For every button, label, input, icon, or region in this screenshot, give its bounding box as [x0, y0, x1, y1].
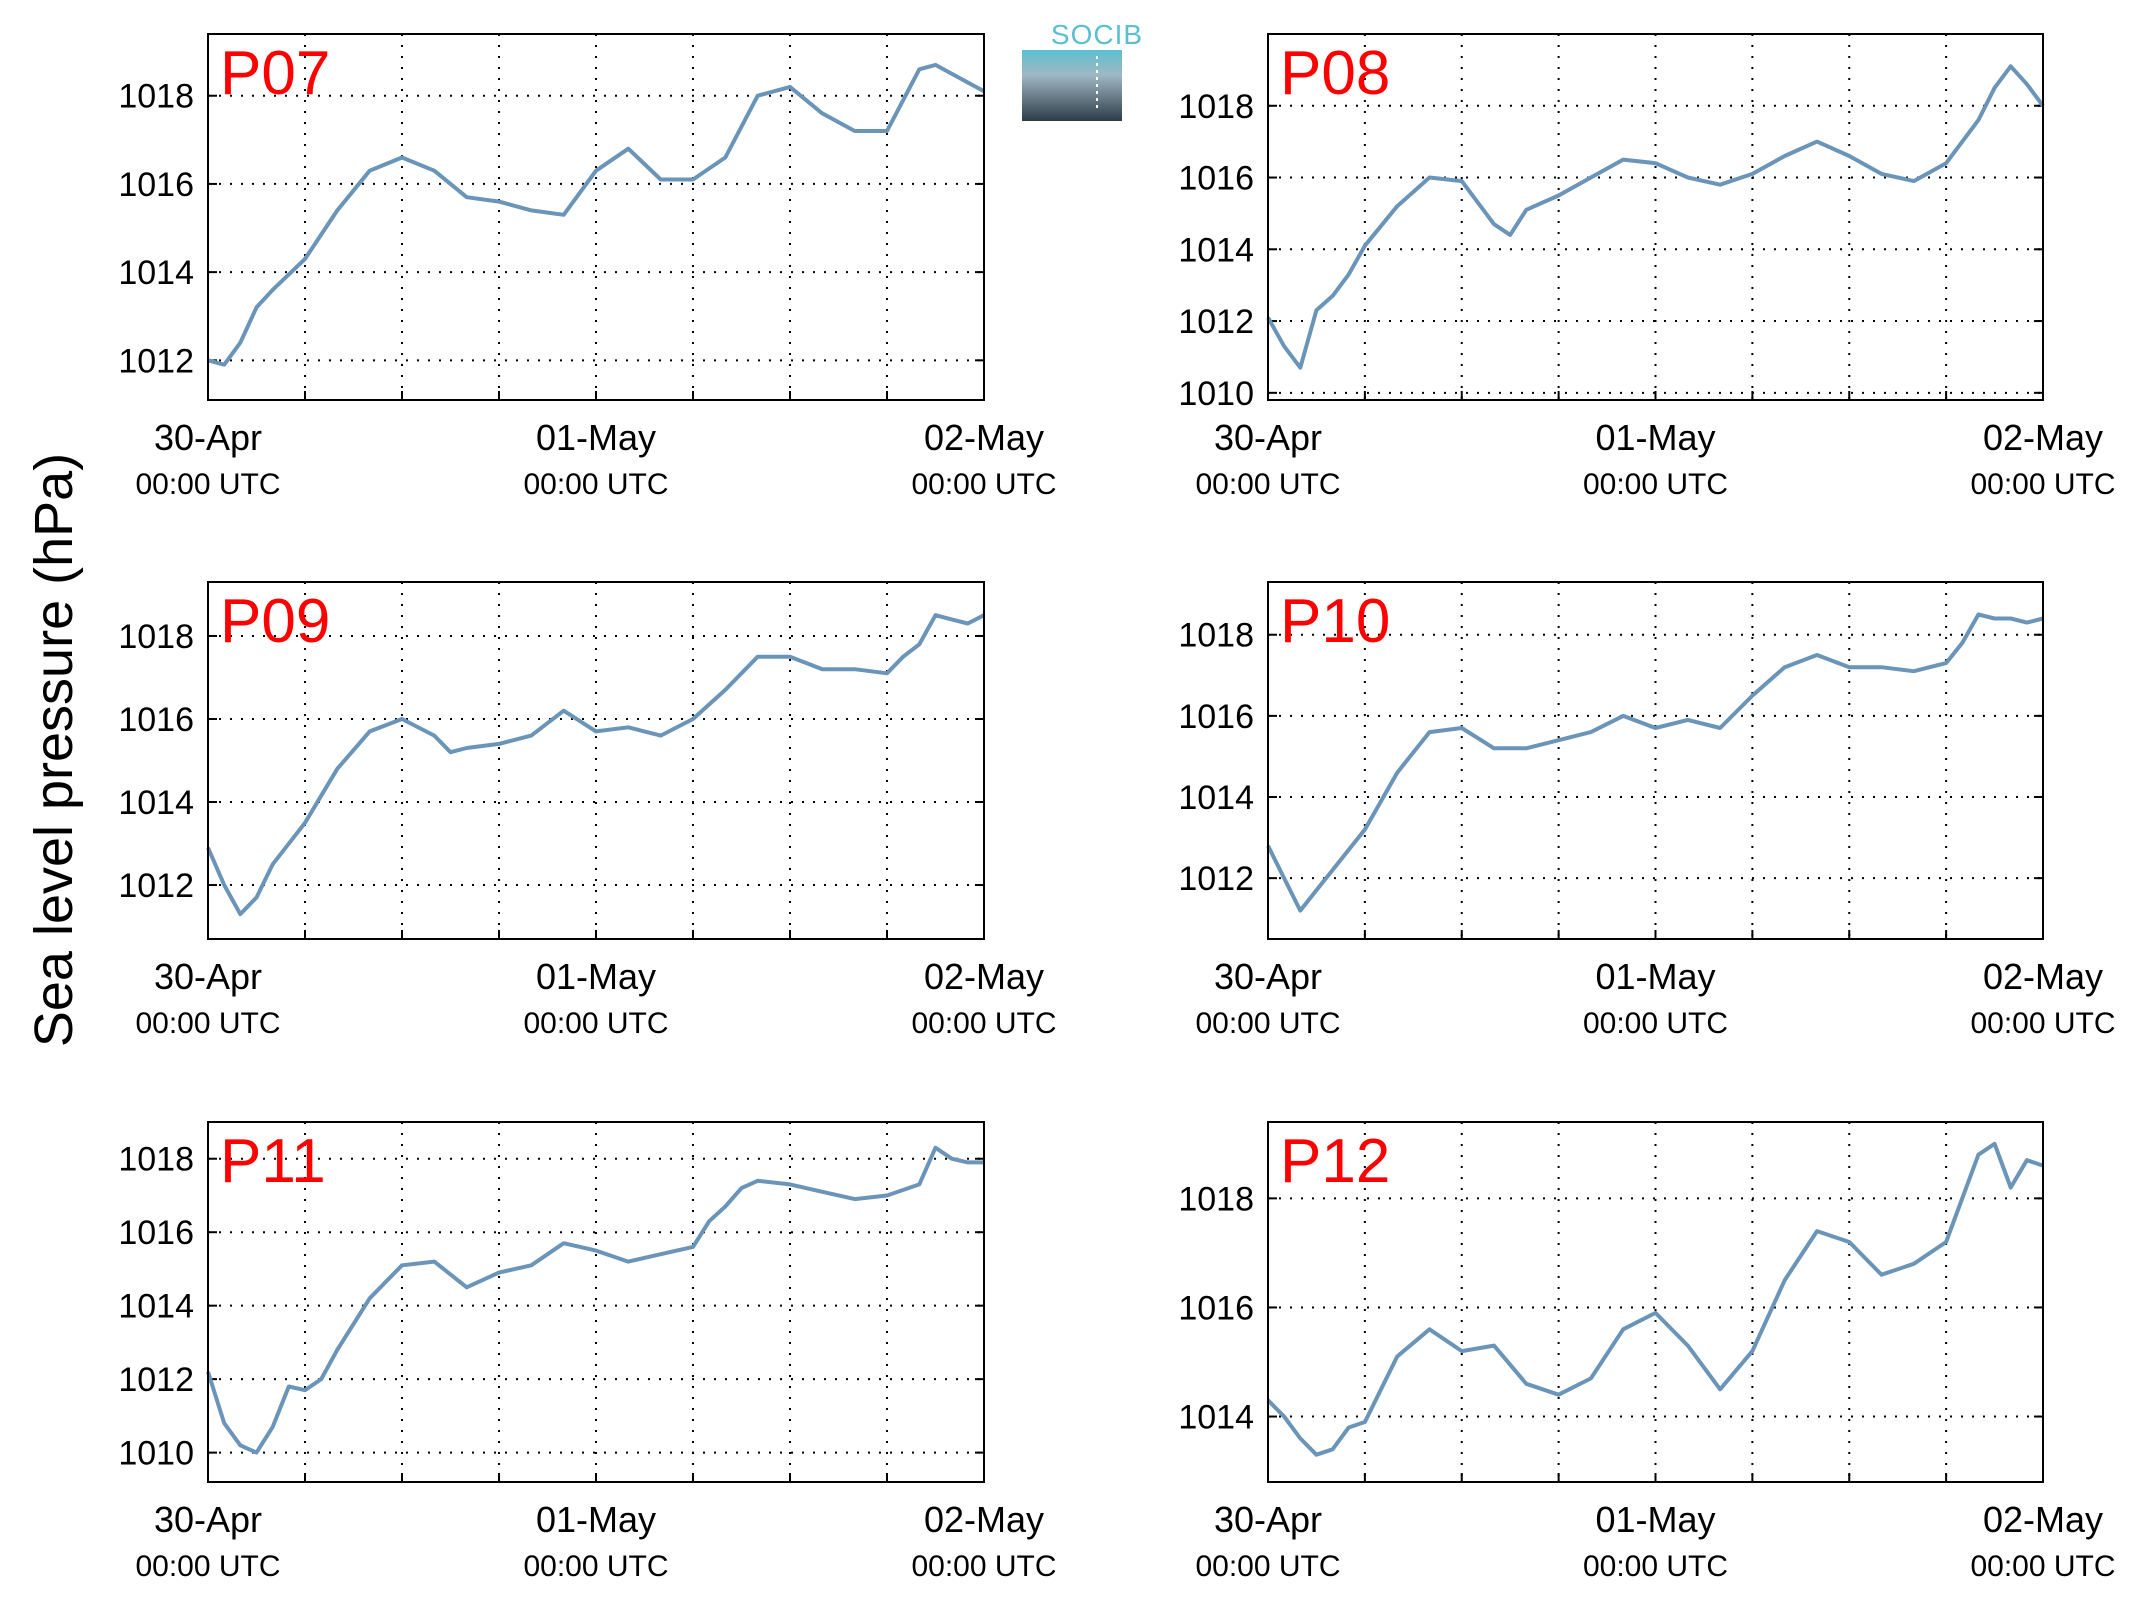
y-tick-label: 1014	[118, 254, 194, 292]
x-tick-date-label: 01-May	[1595, 956, 1715, 997]
y-axis-label: Sea level pressure (hPa)	[24, 453, 84, 1047]
y-tick-label: 1018	[1178, 88, 1254, 126]
pressure-line	[1266, 1141, 2044, 1457]
x-tick-time-label: 00:00 UTC	[1195, 1007, 1340, 1040]
x-tick-date-label: 02-May	[1983, 417, 2103, 458]
x-tick-date-label: 30-Apr	[154, 956, 262, 997]
panel-p08: 1010 1012 1014 1016 1018 30-Apr 00:00 UTC 01-Ma…	[1178, 33, 2116, 501]
y-tick-label: 1012	[118, 342, 194, 380]
y-tick-label: 1012	[118, 867, 194, 905]
y-tick-label: 1016	[118, 701, 194, 739]
y-tick-label: 1016	[1178, 698, 1254, 736]
y-tick-label: 1016	[118, 1214, 194, 1252]
y-tick-label: 1014	[1178, 231, 1254, 269]
pressure-line	[1266, 612, 2044, 913]
x-tick-date-label: 01-May	[536, 1499, 656, 1540]
panel-p11: 1010 1012 1014 1016 1018 30-Apr 00:00 UTC 01-Ma…	[118, 1121, 1057, 1583]
y-tick-label: 1018	[1178, 1180, 1254, 1218]
panel-p10: 1012 1014 1016 1018 30-Apr 00:00 UTC 01-May 00:…	[1178, 581, 2116, 1040]
y-tick-label: 1016	[118, 166, 194, 204]
panel-title: P08	[1280, 39, 1390, 108]
pressure-line	[206, 1145, 984, 1455]
x-tick-date-label: 30-Apr	[1214, 417, 1322, 458]
plot-frame	[1267, 581, 2044, 940]
x-tick-time-label: 00:00 UTC	[523, 1550, 668, 1583]
y-tick-label: 1018	[118, 618, 194, 656]
x-tick-date-label: 01-May	[536, 417, 656, 458]
panel-p12: 1014 1016 1018 30-Apr 00:00 UTC 01-May 00:00 U…	[1178, 1121, 2116, 1583]
x-tick-date-label: 01-May	[536, 956, 656, 997]
x-tick-date-label: 01-May	[1595, 1499, 1715, 1540]
x-tick-date-label: 02-May	[924, 956, 1044, 997]
x-tick-time-label: 00:00 UTC	[1583, 1550, 1728, 1583]
pressure-line	[1266, 64, 2045, 370]
y-tick-label: 1014	[1178, 779, 1254, 817]
x-tick-date-label: 30-Apr	[1214, 1499, 1322, 1540]
pressure-line	[207, 62, 985, 367]
panel-p07: 1012 1014 1016 1018 30-Apr 00:00 UTC 01-May 00:…	[118, 33, 1057, 501]
panel-grid: 1012 1014 1016 1018 30-Apr 00:00 UTC 01-May 00:…	[118, 33, 2116, 1583]
x-tick-date-label: 02-May	[924, 1499, 1044, 1540]
x-tick-time-label: 00:00 UTC	[1195, 1550, 1340, 1583]
y-tick-label: 1018	[1178, 617, 1254, 655]
x-tick-time-label: 00:00 UTC	[1970, 468, 2115, 501]
plot-frame	[1267, 1121, 2044, 1483]
x-tick-date-label: 02-May	[1983, 956, 2103, 997]
y-tick-label: 1018	[118, 1141, 194, 1179]
plot-frame	[207, 1121, 985, 1483]
y-tick-label: 1014	[1178, 1399, 1254, 1437]
plot-frame	[207, 33, 985, 401]
panel-title: P12	[1280, 1127, 1390, 1196]
socib-logo-text: SOCIB	[1051, 19, 1143, 50]
y-tick-label: 1014	[118, 1288, 194, 1326]
y-tick-label: 1010	[1178, 375, 1254, 413]
x-tick-time-label: 00:00 UTC	[911, 1007, 1056, 1040]
x-tick-date-label: 02-May	[1983, 1499, 2103, 1540]
plot-frame	[207, 581, 985, 940]
y-tick-label: 1014	[118, 784, 194, 822]
panel-title: P11	[220, 1127, 326, 1196]
y-tick-label: 1016	[1178, 160, 1254, 198]
x-tick-time-label: 00:00 UTC	[1970, 1007, 2115, 1040]
x-tick-time-label: 00:00 UTC	[911, 1550, 1056, 1583]
y-tick-label: 1010	[118, 1435, 194, 1473]
panel-p09: 1012 1014 1016 1018 30-Apr 00:00 UTC 01-May 00:…	[118, 581, 1057, 1040]
socib-logo: SOCIB	[1022, 19, 1143, 121]
y-tick-label: 1012	[1178, 303, 1254, 341]
x-tick-time-label: 00:00 UTC	[1583, 1007, 1728, 1040]
y-tick-label: 1016	[1178, 1289, 1254, 1327]
y-tick-label: 1018	[118, 78, 194, 116]
plot-frame	[1267, 33, 2044, 401]
x-tick-date-label: 02-May	[924, 417, 1044, 458]
panel-title: P09	[220, 587, 330, 656]
y-tick-label: 1012	[1178, 860, 1254, 898]
panel-title: P10	[1280, 587, 1390, 656]
x-tick-date-label: 30-Apr	[154, 1499, 262, 1540]
x-tick-time-label: 00:00 UTC	[135, 1550, 280, 1583]
x-tick-time-label: 00:00 UTC	[135, 468, 280, 501]
pressure-line	[206, 613, 985, 917]
x-tick-date-label: 01-May	[1595, 417, 1715, 458]
x-tick-time-label: 00:00 UTC	[523, 468, 668, 501]
x-tick-time-label: 00:00 UTC	[523, 1007, 668, 1040]
x-tick-time-label: 00:00 UTC	[1583, 468, 1728, 501]
x-tick-date-label: 30-Apr	[1214, 956, 1322, 997]
y-tick-label: 1012	[118, 1361, 194, 1399]
x-tick-time-label: 00:00 UTC	[911, 468, 1056, 501]
panel-title: P07	[220, 39, 330, 108]
x-tick-time-label: 00:00 UTC	[1970, 1550, 2115, 1583]
x-tick-time-label: 00:00 UTC	[1195, 468, 1340, 501]
socib-logo-block	[1022, 50, 1122, 121]
x-tick-time-label: 00:00 UTC	[135, 1007, 280, 1040]
x-tick-date-label: 30-Apr	[154, 417, 262, 458]
